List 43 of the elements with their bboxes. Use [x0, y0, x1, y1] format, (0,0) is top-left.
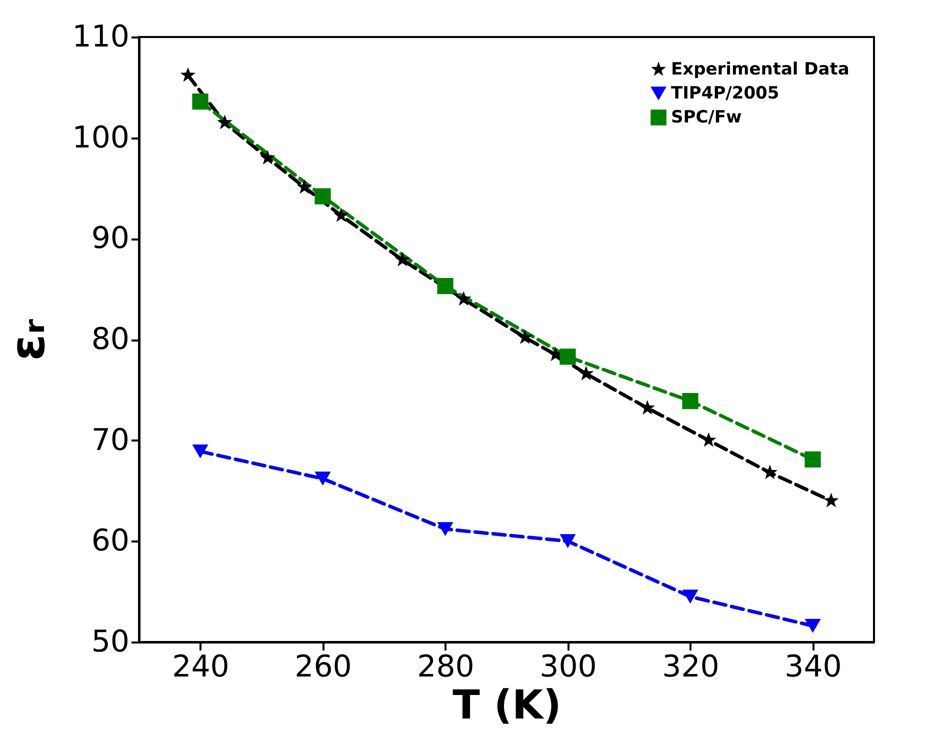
point — [260, 150, 276, 165]
point — [394, 252, 410, 266]
point — [682, 590, 698, 604]
y-tick-label: 90 — [91, 221, 130, 256]
point — [517, 329, 533, 344]
point — [682, 392, 698, 410]
x-tick-label: 280 — [417, 650, 474, 684]
y-tick-label: 100 — [72, 120, 130, 156]
y-axis-title: εᵣ — [0, 318, 56, 361]
point — [192, 93, 208, 110]
legend-label: SPC/Fw — [671, 108, 742, 128]
point — [804, 618, 821, 633]
x-tick-label: 320 — [662, 650, 720, 684]
x-tick-label: 340 — [784, 650, 842, 684]
y-tick-label: 50 — [91, 624, 130, 660]
x-tick-label: 300 — [540, 650, 597, 684]
y-tick-label: 70 — [91, 422, 130, 458]
point — [700, 432, 716, 447]
point — [640, 400, 656, 415]
point — [437, 522, 454, 536]
x-tick-label: 240 — [172, 650, 230, 684]
point — [333, 207, 349, 222]
point — [192, 444, 208, 458]
point — [314, 472, 331, 486]
y-tick-label: 80 — [91, 322, 130, 357]
legend-label: TIP4P/2005 — [671, 84, 780, 104]
x-axis-title: T (K) — [452, 682, 562, 728]
point — [437, 278, 454, 294]
point — [314, 188, 331, 204]
point — [560, 534, 576, 548]
y-tick-label: 60 — [91, 524, 130, 559]
point — [180, 67, 196, 82]
point — [578, 366, 594, 380]
legend-label: Experimental Data — [671, 60, 850, 80]
point — [823, 492, 839, 508]
point — [456, 291, 472, 306]
point — [762, 464, 778, 480]
point — [804, 451, 821, 468]
point — [296, 179, 312, 194]
point — [217, 114, 232, 130]
point — [560, 348, 576, 365]
y-tick-label: 110 — [72, 20, 130, 54]
x-tick-label: 260 — [294, 650, 352, 684]
